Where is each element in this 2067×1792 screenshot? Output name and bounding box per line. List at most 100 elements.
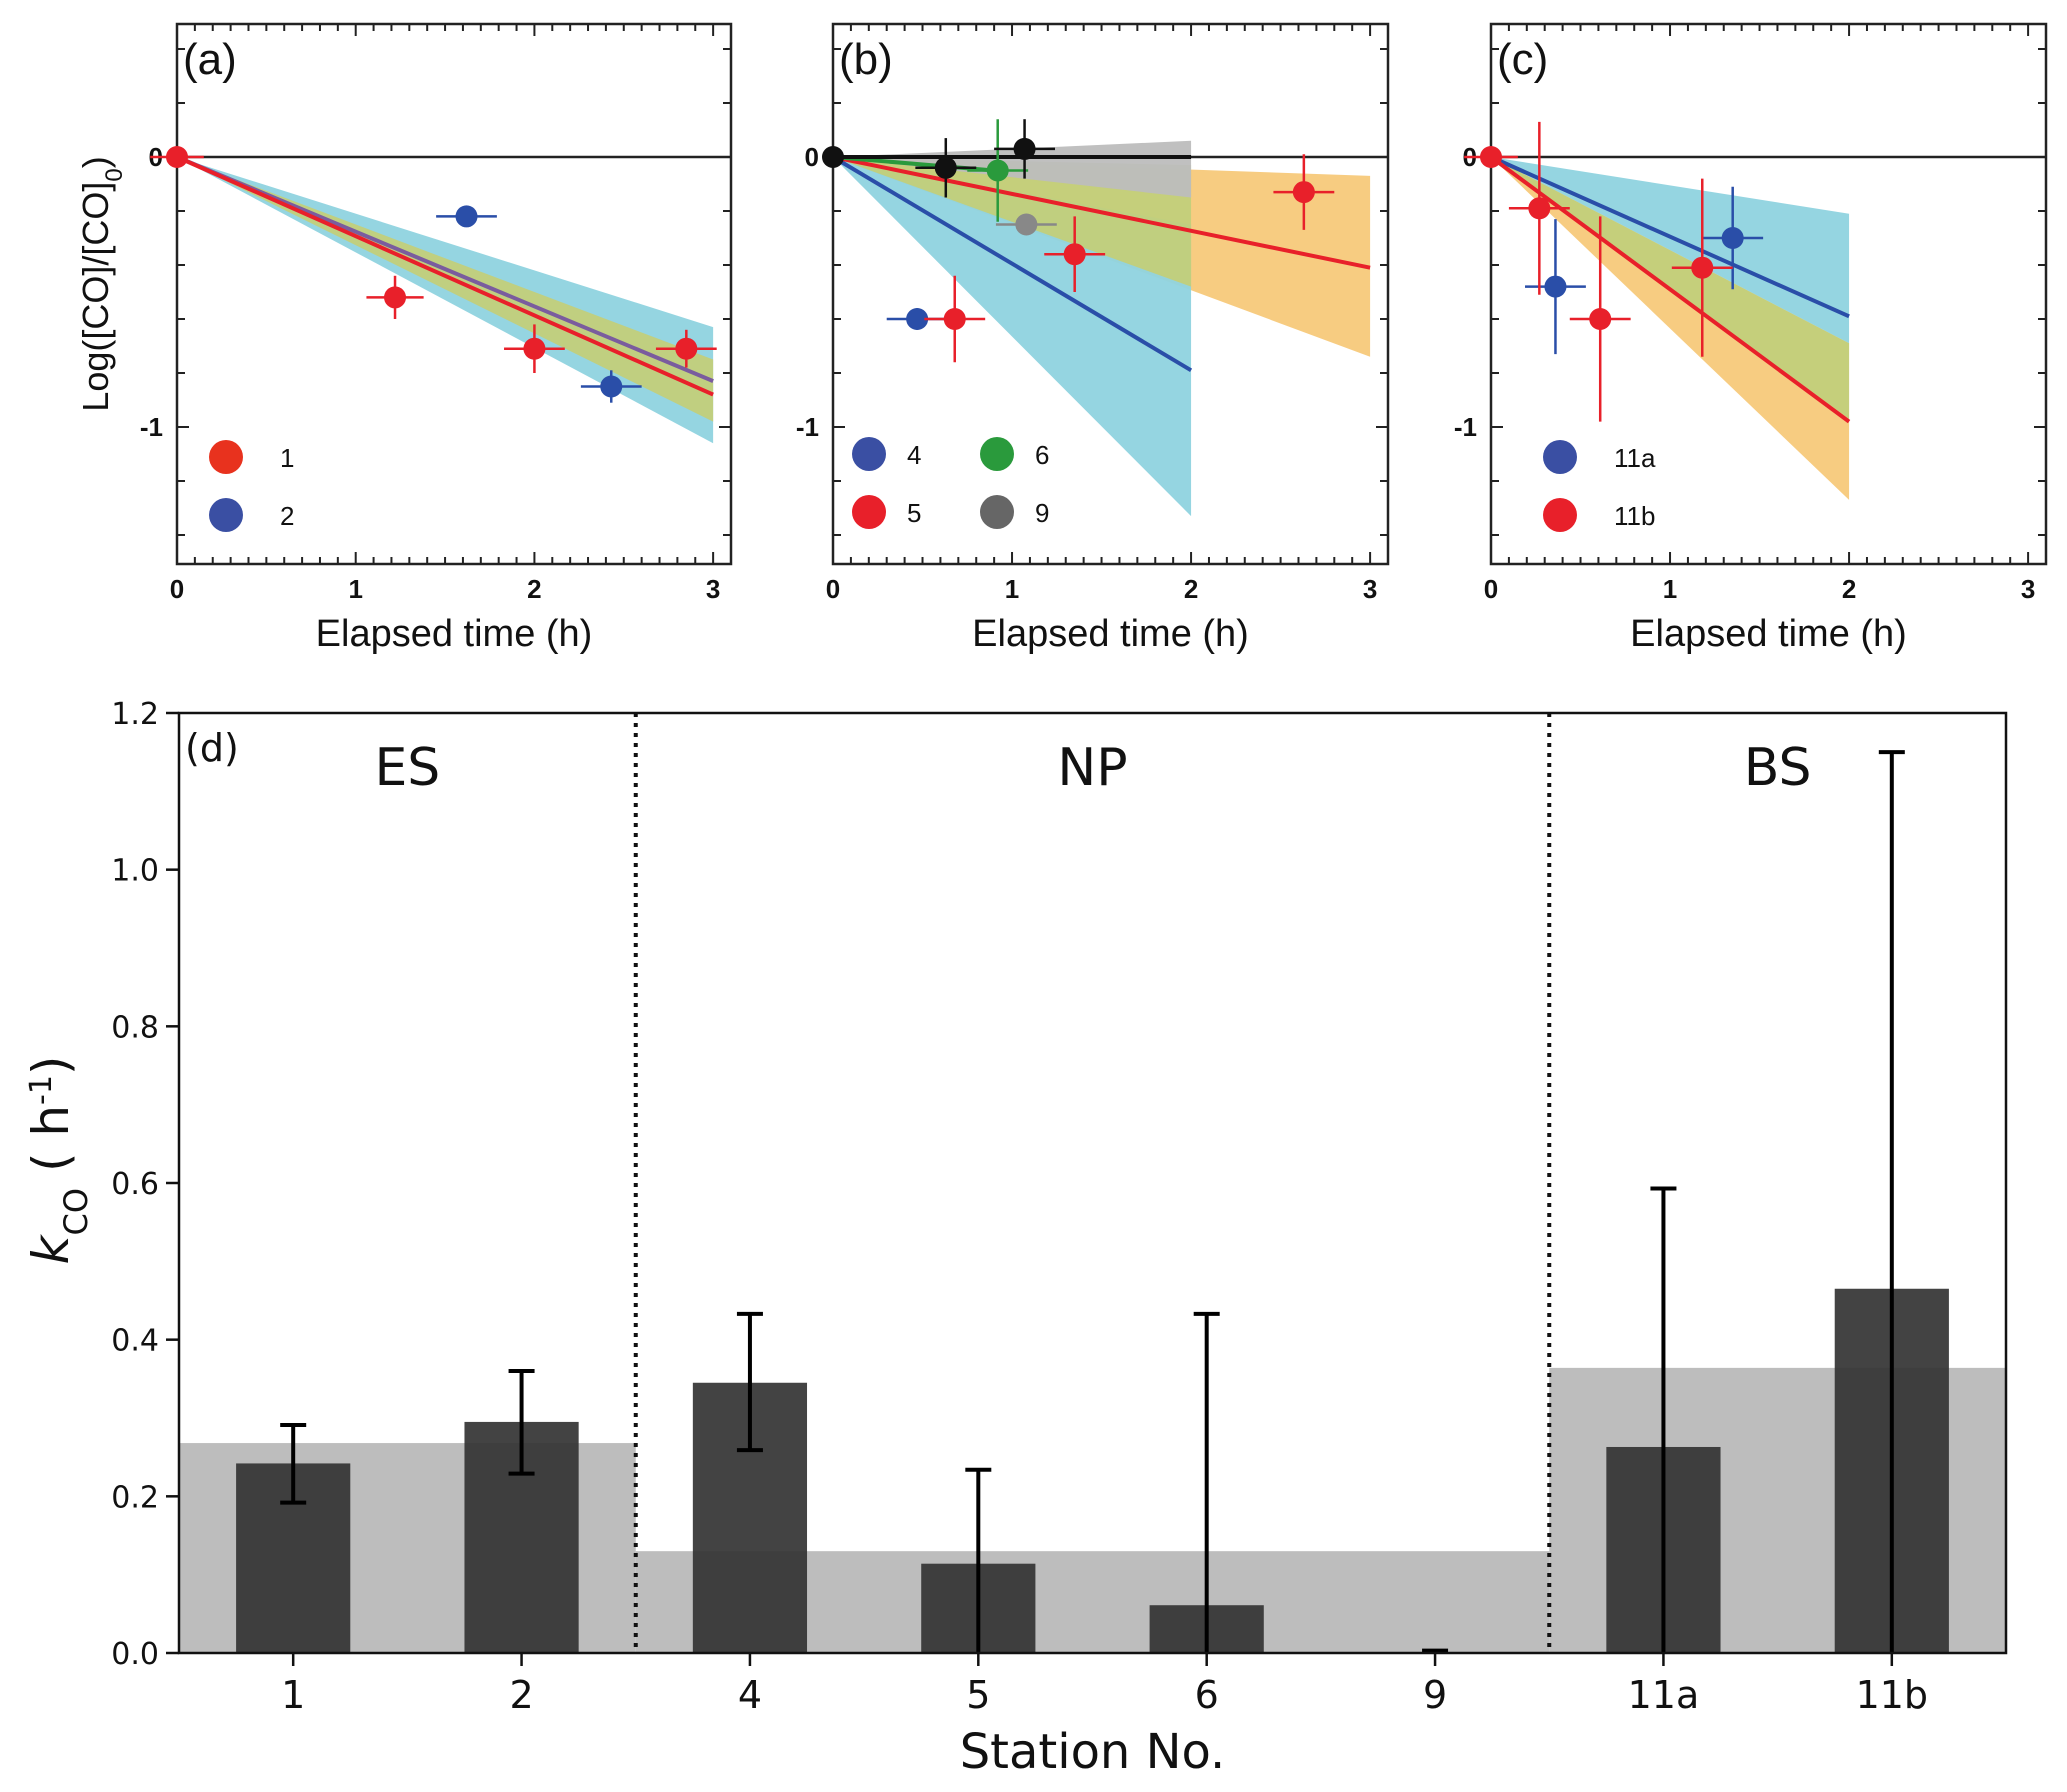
y-axis-label-part: ) bbox=[22, 1056, 80, 1076]
confidence-band-1 bbox=[1491, 157, 1850, 344]
data-point-1 bbox=[523, 337, 546, 360]
fit-line-fit-11a bbox=[1490, 155, 1850, 319]
x-tick-label: 11a bbox=[1628, 1673, 1700, 1717]
x-axis-label: Elapsed time (h) bbox=[1630, 613, 1907, 655]
y-axis-label-part: k bbox=[22, 1233, 80, 1264]
y-tick-label: 1.0 bbox=[111, 854, 159, 889]
x-tick-label: 9 bbox=[1423, 1673, 1447, 1717]
data-point-1 bbox=[384, 286, 407, 309]
data-point-2 bbox=[455, 205, 478, 228]
fit-line-fit-5 bbox=[832, 155, 1371, 270]
legend-marker-11a bbox=[1543, 440, 1577, 474]
x-tick-label: 6 bbox=[1195, 1673, 1219, 1717]
fit-line-fit-4 bbox=[831, 155, 1193, 373]
y-axis-label-close: ) bbox=[75, 156, 116, 168]
x-tick-label: 2 bbox=[1842, 574, 1856, 604]
confidence-band-0 bbox=[1491, 157, 1850, 500]
panel-label: (d) bbox=[185, 726, 239, 770]
y-axis-label-part: ( h bbox=[22, 1105, 80, 1188]
legend-label-11a: 11a bbox=[1614, 443, 1656, 473]
x-tick-label: 3 bbox=[2021, 574, 2035, 604]
x-tick-label: 5 bbox=[966, 1673, 990, 1717]
x-tick-label: 2 bbox=[509, 1673, 533, 1717]
x-tick-label: 1 bbox=[1005, 574, 1019, 604]
y-axis-label-part: -1 bbox=[24, 1075, 59, 1105]
data-point-1 bbox=[675, 337, 698, 360]
y-axis-label: Log([CO]/[CO]0) bbox=[75, 156, 128, 411]
fit-line-fit-1 bbox=[176, 155, 714, 397]
confidence-band-0 bbox=[177, 157, 714, 444]
data-point-9 bbox=[1015, 213, 1038, 236]
y-tick-label: 0.8 bbox=[111, 1010, 159, 1045]
x-axis-label: Elapsed time (h) bbox=[972, 613, 1249, 655]
data-point-5 bbox=[1063, 243, 1086, 266]
region-label-ES: ES bbox=[374, 738, 440, 798]
data-point-11b bbox=[1480, 146, 1502, 168]
legend-label-9: 9 bbox=[1035, 498, 1049, 528]
y-tick-label: -1 bbox=[1454, 412, 1477, 442]
x-tick-label: 2 bbox=[527, 574, 541, 604]
legend-label-1: 1 bbox=[280, 443, 294, 473]
legend-marker-4 bbox=[852, 437, 886, 471]
data-point-5 bbox=[1292, 181, 1315, 204]
region-label-BS: BS bbox=[1744, 738, 1812, 798]
y-tick-label: 0.4 bbox=[111, 1324, 159, 1359]
x-tick-label: 11b bbox=[1856, 1673, 1928, 1717]
legend-label-11b: 11b bbox=[1614, 501, 1655, 531]
panel-d: 0.0 0.2 0.4 0.6 0.8 1.0 1.2 1 2 4 5 6 9 11a 11b ES NP BS (… bbox=[22, 697, 2008, 1780]
data-point-11b bbox=[1528, 197, 1551, 220]
legend-label-6: 6 bbox=[1035, 440, 1049, 470]
panel-label: (b) bbox=[839, 35, 893, 84]
panel-b: 0 1 2 3 0 -1 Elapsed time (h) (b) 4 6 5 9 bbox=[796, 22, 1390, 655]
legend-label-5: 5 bbox=[907, 498, 921, 528]
x-tick-label: 3 bbox=[1363, 574, 1377, 604]
legend-marker-11b bbox=[1543, 498, 1577, 532]
y-tick-label: -1 bbox=[140, 412, 163, 442]
y-tick-label: 1.2 bbox=[111, 697, 159, 732]
legend-marker-5 bbox=[852, 495, 886, 529]
legend-marker-2 bbox=[209, 498, 243, 532]
x-tick-label: 1 bbox=[281, 1673, 305, 1717]
x-tick-label: 0 bbox=[170, 574, 184, 604]
fit-line-fit-2 bbox=[176, 155, 714, 383]
x-tick-label: 3 bbox=[706, 574, 720, 604]
data-point-5 bbox=[943, 308, 966, 330]
legend-marker-1 bbox=[209, 440, 243, 474]
data-point-11a bbox=[1544, 275, 1567, 298]
y-axis-label-subscript: 0 bbox=[101, 168, 128, 181]
y-tick-label: 0.6 bbox=[111, 1167, 159, 1202]
x-tick-label: 4 bbox=[738, 1673, 762, 1717]
legend-label-2: 2 bbox=[280, 501, 294, 531]
y-tick-label: 0.0 bbox=[111, 1637, 159, 1672]
data-point-black bbox=[1013, 137, 1036, 160]
y-axis-label-part: CO bbox=[57, 1188, 95, 1236]
legend-label-4: 4 bbox=[907, 440, 921, 470]
fit-line-fit-11b bbox=[1489, 155, 1851, 424]
data-point-4 bbox=[906, 308, 929, 330]
data-point-2 bbox=[600, 375, 623, 398]
data-point-11a bbox=[1721, 227, 1744, 249]
x-tick-label: 0 bbox=[1484, 574, 1498, 604]
panel-label: (a) bbox=[183, 35, 237, 84]
x-tick-label: 0 bbox=[826, 574, 840, 604]
data-point-black bbox=[934, 156, 957, 179]
x-axis-label: Station No. bbox=[960, 1724, 1226, 1780]
y-tick-label: 0 bbox=[805, 142, 819, 172]
x-tick-label: 2 bbox=[1184, 574, 1198, 604]
x-tick-label: 1 bbox=[348, 574, 362, 604]
data-point-black bbox=[822, 146, 844, 168]
confidence-band-1 bbox=[177, 157, 714, 422]
panel-label: (c) bbox=[1497, 35, 1548, 84]
data-point-11b bbox=[1589, 308, 1612, 330]
data-point-1 bbox=[166, 146, 188, 168]
y-axis-label: kCO ( h-1) bbox=[22, 1056, 95, 1265]
x-tick-label: 1 bbox=[1663, 574, 1677, 604]
legend-marker-6 bbox=[980, 437, 1014, 471]
region-label-NP: NP bbox=[1057, 738, 1127, 798]
confidence-band-3 bbox=[833, 140, 1192, 198]
panel-a: 0 1 2 3 0 -1 Elapsed time (h) Log([CO]/[CO]0) (a… bbox=[75, 22, 733, 655]
y-tick-label: 0.2 bbox=[111, 1480, 159, 1515]
x-axis-label: Elapsed time (h) bbox=[316, 613, 593, 655]
